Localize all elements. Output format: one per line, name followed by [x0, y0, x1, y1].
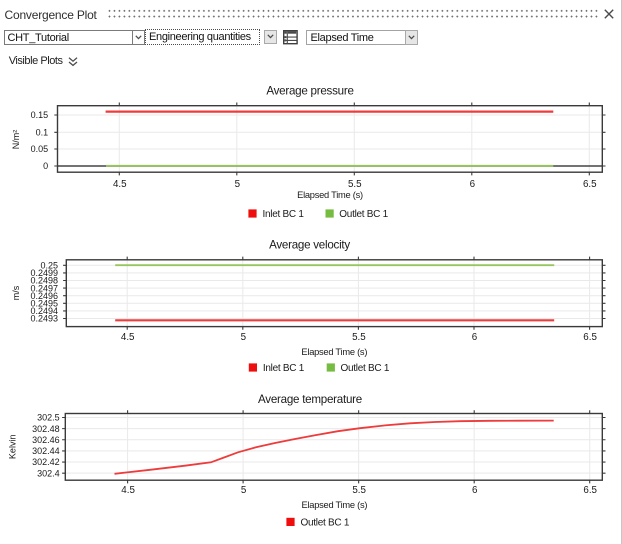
- svg-text:Inlet BC 1: Inlet BC 1: [263, 363, 305, 374]
- svg-text:0.2495: 0.2495: [30, 299, 58, 309]
- svg-text:302.46: 302.46: [32, 435, 60, 445]
- svg-text:0.2496: 0.2496: [30, 291, 58, 301]
- svg-text:4.5: 4.5: [113, 179, 127, 190]
- svg-text:5.5: 5.5: [352, 332, 366, 343]
- svg-text:0.2493: 0.2493: [30, 314, 58, 324]
- svg-text:302.42: 302.42: [32, 457, 60, 467]
- svg-text:5: 5: [235, 179, 241, 190]
- svg-text:Outlet BC 1: Outlet BC 1: [339, 209, 388, 220]
- svg-text:6: 6: [472, 332, 478, 343]
- svg-text:6.5: 6.5: [583, 179, 597, 190]
- svg-text:5: 5: [241, 332, 247, 343]
- svg-text:Outlet BC 1: Outlet BC 1: [341, 363, 390, 374]
- svg-text:0.2498: 0.2498: [30, 276, 58, 286]
- svg-text:N/m²: N/m²: [11, 130, 21, 150]
- svg-text:Elapsed Time (s): Elapsed Time (s): [301, 347, 367, 357]
- svg-text:Average temperature: Average temperature: [258, 393, 362, 406]
- svg-text:6.5: 6.5: [583, 332, 597, 343]
- svg-text:0: 0: [43, 161, 48, 171]
- svg-text:4.5: 4.5: [121, 332, 135, 343]
- svg-text:302.44: 302.44: [32, 446, 60, 456]
- svg-text:0.25: 0.25: [40, 261, 58, 271]
- svg-text:302.4: 302.4: [37, 468, 60, 478]
- svg-text:m/s: m/s: [11, 285, 21, 300]
- svg-text:0.05: 0.05: [31, 144, 49, 154]
- svg-text:5: 5: [241, 485, 247, 496]
- svg-text:6.5: 6.5: [583, 485, 597, 496]
- svg-text:4.5: 4.5: [121, 485, 135, 496]
- svg-text:0.2494: 0.2494: [30, 306, 58, 316]
- svg-text:0.2497: 0.2497: [30, 283, 58, 293]
- svg-text:Kelvin: Kelvin: [8, 435, 18, 460]
- svg-text:5.5: 5.5: [348, 179, 362, 190]
- svg-text:302.48: 302.48: [32, 424, 60, 434]
- svg-text:0.2499: 0.2499: [30, 268, 58, 278]
- svg-text:302.5: 302.5: [37, 413, 60, 423]
- svg-text:Inlet BC 1: Inlet BC 1: [263, 209, 305, 220]
- svg-text:5.5: 5.5: [352, 485, 366, 496]
- svg-text:Elapsed Time (s): Elapsed Time (s): [297, 190, 363, 200]
- svg-text:6: 6: [472, 485, 478, 496]
- svg-text:0.1: 0.1: [36, 128, 49, 138]
- svg-text:6: 6: [470, 179, 476, 190]
- svg-text:Average pressure: Average pressure: [266, 84, 353, 97]
- svg-text:Average velocity: Average velocity: [269, 238, 350, 251]
- svg-text:0.15: 0.15: [31, 110, 49, 120]
- svg-text:Outlet BC 1: Outlet BC 1: [301, 517, 350, 528]
- svg-text:Elapsed Time (s): Elapsed Time (s): [302, 500, 368, 510]
